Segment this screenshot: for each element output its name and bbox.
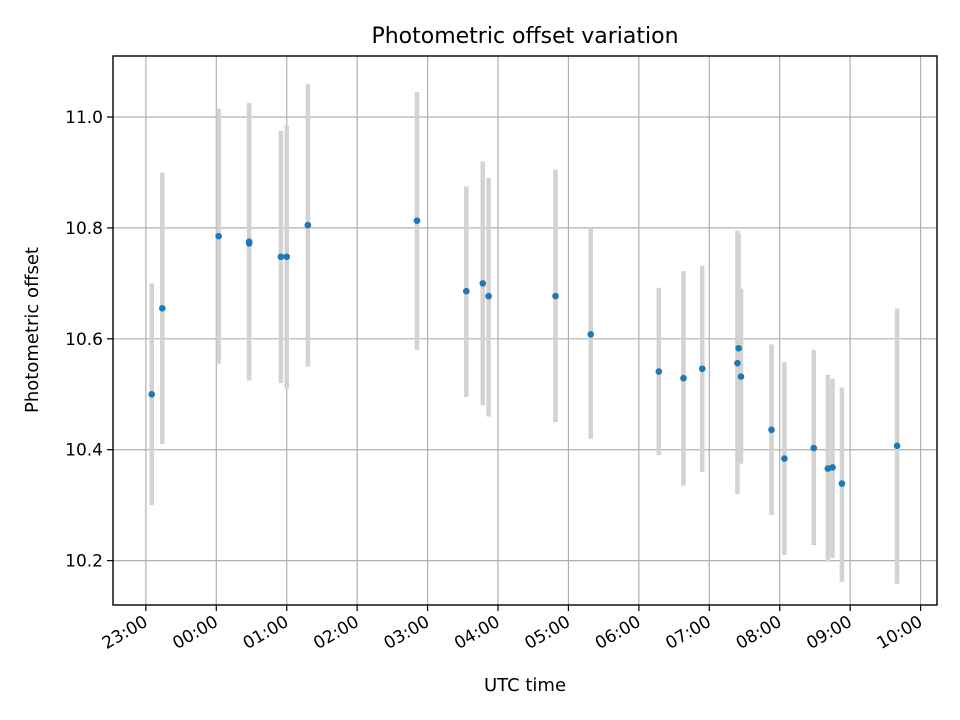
data-point	[680, 374, 687, 382]
x-tick-label: 23:00	[99, 612, 151, 654]
x-axis-label: UTC time	[484, 675, 566, 696]
plot-area-frame	[112, 55, 938, 606]
data-point	[734, 359, 741, 367]
y-tick-label: 11.0	[65, 108, 103, 128]
data-point	[485, 292, 492, 300]
data-point	[829, 464, 836, 471]
x-tick-label: 03:00	[381, 612, 433, 654]
data-point	[768, 426, 775, 434]
x-tick-label: 01:00	[240, 612, 292, 654]
chart-title: Photometric offset variation	[371, 24, 678, 49]
data-point	[479, 280, 487, 287]
data-point	[158, 305, 166, 312]
y-tick-label: 10.8	[65, 219, 103, 239]
data-point	[838, 480, 846, 487]
data-point	[283, 253, 291, 261]
data-point	[215, 232, 222, 240]
data-point	[304, 221, 312, 229]
data-point	[245, 240, 253, 247]
data-point	[655, 368, 663, 375]
x-tick-label: 08:00	[733, 612, 785, 654]
x-tick-label: 07:00	[662, 612, 714, 654]
x-tick-label: 02:00	[310, 612, 362, 654]
tick-layer: 23:00 00:00 01:00 02:00 03:00 04:00 05:00 06:00…	[65, 108, 926, 654]
x-tick-label: 06:00	[592, 612, 644, 654]
x-tick-label: 10:00	[874, 612, 926, 654]
data-point	[735, 344, 742, 352]
y-tick-label: 10.4	[65, 441, 103, 461]
data-point	[587, 331, 595, 338]
x-tick-label: 05:00	[521, 612, 573, 654]
x-tick-label: 00:00	[169, 612, 221, 654]
y-tick-label: 10.6	[65, 330, 103, 350]
errorbar-layer	[149, 83, 900, 584]
x-tick-label: 09:00	[803, 612, 855, 654]
data-point	[552, 292, 559, 300]
data-point	[277, 253, 285, 261]
y-tick-label: 10.2	[65, 552, 103, 572]
point-layer	[148, 217, 901, 487]
x-tick-label: 04:00	[451, 612, 503, 654]
data-point	[737, 373, 745, 380]
y-axis-label: Photometric offset	[22, 247, 43, 413]
data-point	[893, 442, 901, 450]
data-point	[413, 217, 421, 224]
data-point	[463, 287, 470, 295]
data-point	[781, 455, 788, 462]
data-point	[148, 390, 156, 398]
grid-layer	[113, 56, 937, 605]
data-point	[810, 444, 818, 452]
data-point	[698, 365, 706, 373]
